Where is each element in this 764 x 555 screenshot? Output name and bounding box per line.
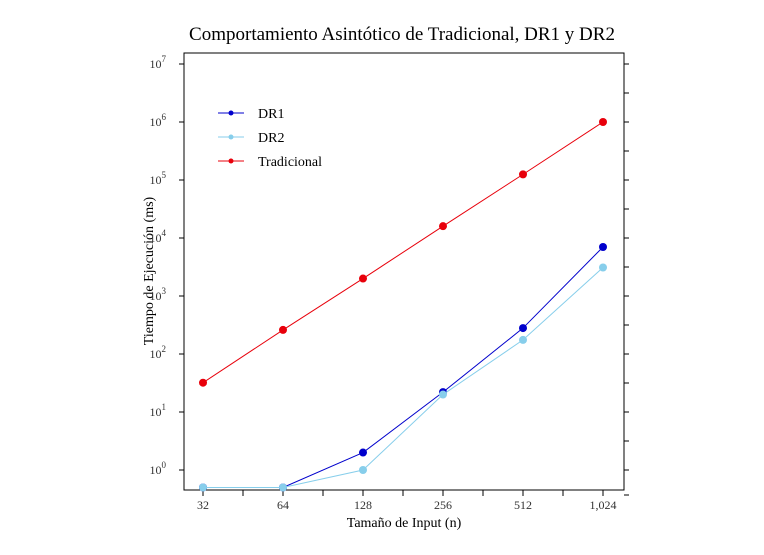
data-point — [359, 274, 367, 283]
legend-entry: DR2 — [218, 131, 284, 146]
legend-label: Tradicional — [258, 155, 322, 170]
y-tick-label: 106 — [150, 112, 167, 129]
y-tick-label: 103 — [150, 286, 167, 303]
x-axis-label: Tamaño de Input (n) — [347, 516, 462, 531]
data-point — [519, 335, 527, 344]
x-tick-label: 256 — [434, 498, 452, 512]
legend-entry: Tradicional — [218, 155, 322, 170]
series-line — [202, 121, 604, 384]
data-point — [199, 378, 207, 387]
data-point — [439, 390, 447, 399]
plot-frame — [183, 52, 625, 491]
legend-label: DR2 — [258, 131, 284, 146]
series-dr1 — [199, 242, 607, 492]
legend: DR1 DR2 Tradicional — [218, 107, 322, 170]
data-point — [199, 483, 207, 492]
chart-title: Comportamiento Asintótico de Tradicional… — [189, 24, 615, 45]
x-tick-label: 64 — [277, 498, 289, 512]
y-tick-label: 102 — [150, 344, 167, 361]
series-group — [199, 118, 607, 492]
legend-entry: DR1 — [218, 107, 284, 122]
data-point — [599, 242, 607, 251]
x-tick-label: 128 — [354, 498, 372, 512]
data-point — [599, 118, 607, 126]
data-point — [439, 222, 447, 231]
legend-swatch-marker — [228, 110, 234, 116]
y-tick-label: 105 — [150, 170, 167, 187]
data-point — [519, 324, 527, 333]
data-point — [359, 448, 367, 457]
x-tick-label: 1,024 — [590, 498, 617, 512]
y-tick-label: 100 — [150, 460, 167, 477]
data-point — [519, 170, 527, 179]
legend-swatch-marker — [228, 134, 234, 140]
legend-label: DR1 — [258, 107, 284, 122]
data-point — [359, 466, 367, 474]
data-point — [279, 325, 287, 334]
y-axis-label: Tiempo de Ejecución (ms) — [142, 196, 157, 345]
series-line — [203, 267, 604, 488]
x-tick-label: 32 — [197, 498, 209, 512]
series-dr2 — [199, 263, 607, 492]
data-point — [279, 483, 287, 492]
y-tick-label: 101 — [150, 402, 167, 419]
series-tradicional — [199, 118, 607, 387]
y-tick-label: 104 — [150, 228, 167, 245]
data-point — [599, 263, 607, 272]
y-tick-label: 107 — [150, 54, 167, 71]
axes: 32 64 128 256 512 1,024 100 101 102 103 104 105 106 1… — [150, 54, 629, 512]
x-tick-label: 512 — [514, 498, 532, 512]
series-line — [203, 246, 604, 488]
legend-swatch-marker — [228, 158, 234, 164]
